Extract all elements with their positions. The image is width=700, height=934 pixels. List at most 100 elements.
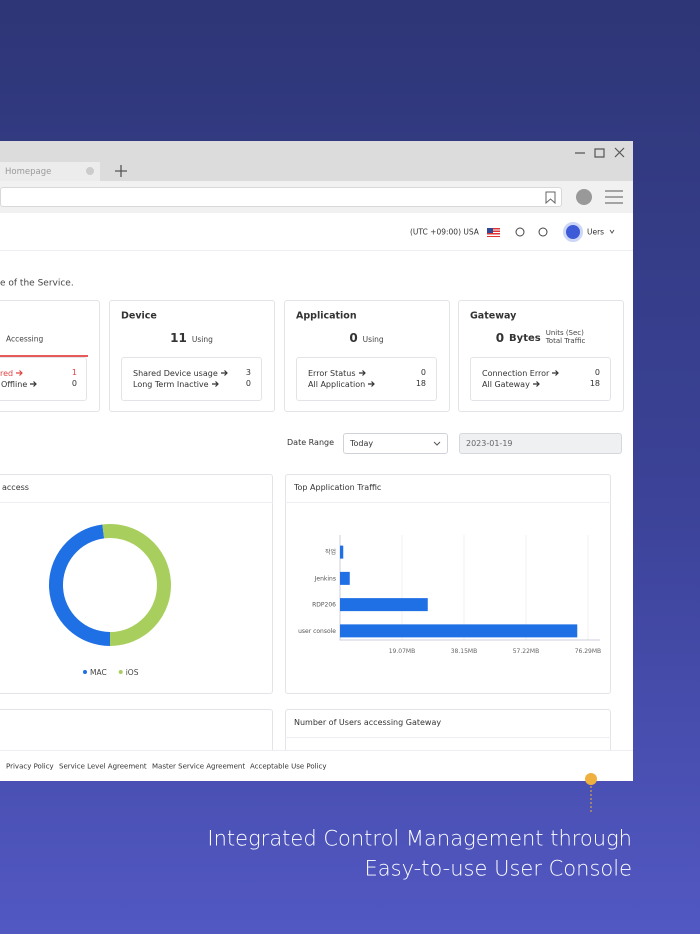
date-input[interactable] — [459, 433, 622, 454]
panel-line — [285, 737, 611, 738]
count-label: Accessing — [6, 334, 44, 344]
bar — [340, 571, 350, 585]
filter-label: Date Range — [287, 438, 335, 447]
row-value: 0 — [71, 379, 77, 388]
inner-box — [296, 357, 437, 401]
row-label: Connection Error — [482, 368, 550, 378]
count-label: Using — [362, 334, 384, 344]
bar — [340, 624, 578, 638]
flag — [487, 228, 500, 237]
row-label: Error Status — [308, 368, 356, 378]
bar — [340, 598, 428, 612]
row-link[interactable]: Shared Device usage — [133, 368, 228, 378]
row-value: 0 — [420, 368, 426, 377]
card-title: Application — [296, 310, 357, 322]
marker — [585, 773, 597, 785]
row-link[interactable]: red — [0, 368, 23, 378]
x-tick-label: 76.29MB — [575, 648, 601, 655]
panel — [0, 474, 273, 694]
tab — [0, 162, 100, 182]
row-label: All Gateway — [482, 379, 530, 389]
row-label: Offline — [1, 379, 28, 389]
y-tick-label: RDP206 — [312, 602, 336, 609]
legend-dot — [118, 670, 123, 674]
panel-line — [285, 502, 611, 503]
profile-icon — [576, 189, 592, 205]
accent-line — [0, 355, 88, 357]
inner-box — [0, 357, 87, 401]
header-line — [0, 250, 633, 251]
notes: Units (Sec) Total Traffic — [546, 330, 586, 345]
row-value: 0 — [594, 368, 600, 377]
tab-close — [86, 167, 94, 175]
row-value: 1 — [71, 368, 77, 377]
panel-title: Top Application Traffic — [294, 483, 382, 492]
panel — [285, 474, 611, 694]
arrow-icon — [16, 370, 23, 376]
y-tick-label: Jenkins — [314, 575, 336, 582]
note: Total Traffic — [545, 337, 586, 345]
date-select[interactable] — [343, 433, 448, 454]
footer-link[interactable]: Service Level Agreement — [59, 762, 147, 771]
arrow-icon — [211, 381, 219, 387]
row-label: Long Term Inactive — [133, 379, 209, 389]
card-title: Gateway — [470, 310, 517, 322]
user-name[interactable]: Uers — [587, 227, 605, 237]
arrow-icon — [552, 370, 560, 376]
donut-slice — [102, 524, 171, 646]
tab-label[interactable]: Homepage — [5, 166, 52, 177]
panel-title: access — [2, 483, 29, 492]
legend-label: iOS — [126, 668, 139, 677]
arrow-icon — [358, 370, 366, 376]
caption: Integrated Control Management through — [207, 826, 632, 851]
legend-dot — [83, 670, 87, 674]
panel-line — [0, 502, 273, 503]
row-label: red — [0, 368, 14, 378]
note: Units (Sec) — [545, 329, 584, 338]
card-count: 0 Bytes Units (Sec) Total Traffic — [470, 330, 611, 346]
footer — [0, 750, 633, 781]
footer-link[interactable]: Master Service Agreement — [152, 762, 246, 771]
donut-slice — [49, 524, 111, 646]
arrow-icon — [368, 381, 376, 387]
footer-link[interactable]: Privacy Policy — [6, 762, 54, 771]
legend-label: MAC — [90, 668, 107, 677]
row-link[interactable]: Long Term Inactive — [133, 379, 219, 389]
count: 0 — [349, 331, 358, 345]
footer-link[interactable]: Acceptable Use Policy — [250, 762, 327, 771]
y-tick-label: user console — [298, 628, 336, 635]
arrow-icon — [532, 381, 540, 387]
date-value: 2023-01-19 — [466, 439, 513, 448]
panel-title: Number of Users accessing Gateway — [294, 718, 442, 727]
theme-icon — [515, 227, 525, 237]
timezone: (UTC +09:00) USA — [410, 227, 479, 237]
window-controls — [575, 147, 625, 158]
y-tick-label: 작업 — [325, 548, 336, 556]
row-link[interactable]: All Gateway — [482, 379, 540, 389]
card-count: 11 Using — [121, 330, 262, 346]
row-link[interactable]: Connection Error — [482, 368, 560, 378]
new-tab-icon — [115, 165, 127, 177]
count-label: Using — [191, 334, 213, 344]
avatar — [563, 222, 583, 242]
caption: Easy-to-use User Console — [364, 856, 632, 881]
help-icon — [538, 227, 548, 237]
row-label: Shared Device usage — [133, 368, 218, 378]
row-link[interactable]: Error Status — [308, 368, 366, 378]
row-value: 3 — [245, 368, 251, 377]
row-value: 18 — [589, 379, 600, 388]
select-value: Today — [350, 439, 374, 448]
arrow-icon — [30, 381, 38, 387]
unit: Bytes — [509, 332, 541, 344]
inner-box — [121, 357, 262, 401]
intro: e of the Service. — [0, 278, 74, 289]
flag-canton — [487, 228, 493, 233]
row-link[interactable]: Offline — [1, 379, 38, 389]
bookmark-icon — [545, 191, 556, 205]
address-bar — [0, 187, 562, 207]
bar — [340, 545, 344, 559]
row-link[interactable]: All Application — [308, 379, 376, 389]
x-tick-label: 19.07MB — [389, 648, 415, 655]
